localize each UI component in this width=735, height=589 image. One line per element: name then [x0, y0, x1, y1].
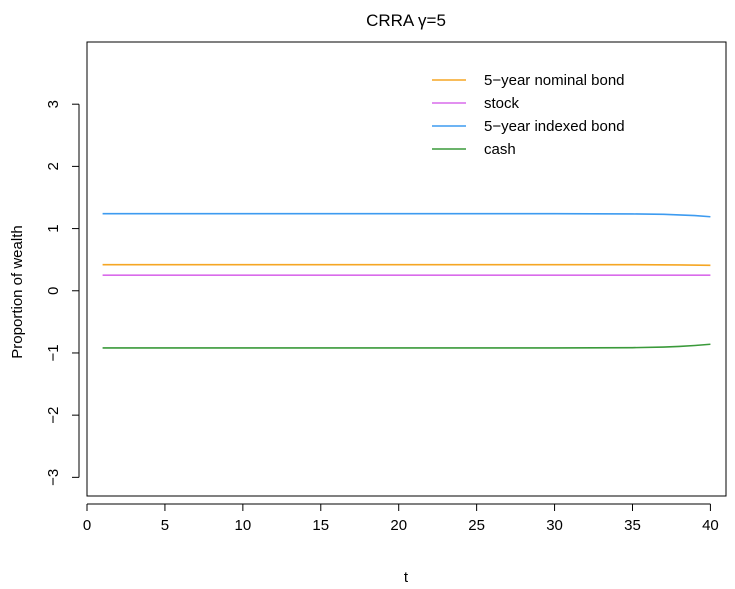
series-line-0 — [102, 263, 711, 267]
y-tick-label: −1 — [45, 344, 62, 361]
x-axis: 0 5 10 15 20 25 30 35 40 — [83, 503, 719, 534]
chart-title: CRRA γ=5 — [366, 11, 446, 30]
y-axis-label: Proportion of wealth — [9, 225, 26, 358]
x-tick-label: 5 — [161, 517, 169, 534]
y-tick-label: 0 — [45, 287, 62, 295]
x-tick-label: 25 — [468, 517, 485, 534]
series-line-3 — [102, 343, 711, 349]
series-layer — [102, 212, 711, 349]
y-tick-label: 1 — [45, 224, 62, 232]
x-tick-label: 40 — [702, 517, 719, 534]
x-tick-label: 30 — [546, 517, 563, 534]
y-tick-label: −2 — [45, 407, 62, 424]
x-tick-label: 10 — [235, 517, 252, 534]
legend-label-2: 5−year indexed bond — [484, 118, 625, 135]
y-tick-label: −3 — [45, 469, 62, 486]
series-line-2 — [102, 212, 711, 218]
x-tick-label: 35 — [624, 517, 641, 534]
x-tick-label: 0 — [83, 517, 91, 534]
plot-frame — [86, 41, 727, 497]
y-tick-label: 3 — [45, 100, 62, 108]
legend-label-3: cash — [484, 141, 516, 158]
legend-label-0: 5−year nominal bond — [484, 72, 625, 89]
x-axis-label: t — [404, 569, 409, 586]
x-tick-label: 15 — [312, 517, 329, 534]
y-tick-label: 2 — [45, 162, 62, 170]
x-tick-label: 20 — [390, 517, 407, 534]
legend-label-1: stock — [484, 95, 520, 112]
y-axis: −3 −2 −1 0 1 2 3 — [45, 100, 80, 486]
legend: 5−year nominal bond stock 5−year indexed b… — [432, 72, 625, 158]
